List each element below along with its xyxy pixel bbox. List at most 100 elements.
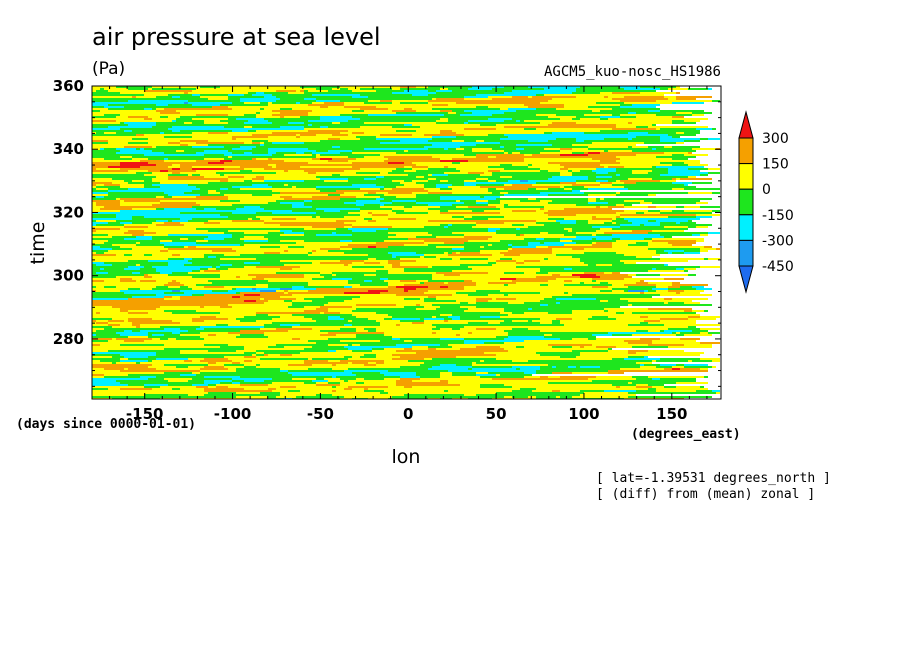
field-cell (492, 88, 544, 90)
field-cell (512, 360, 528, 362)
field-cell (436, 326, 464, 328)
field-cell (504, 194, 548, 196)
field-cell (240, 276, 256, 278)
field-cell (448, 120, 468, 122)
field-cell (324, 210, 340, 212)
field-cell (524, 262, 584, 264)
field-cell (268, 104, 308, 106)
field-cell (112, 318, 128, 320)
field-cell (424, 362, 472, 364)
field-cell (556, 114, 584, 116)
field-cell (380, 172, 388, 174)
field-cell (356, 382, 364, 384)
field-cell (192, 372, 200, 374)
field-cell (256, 216, 312, 218)
field-cell (164, 334, 180, 336)
field-cell (548, 194, 588, 196)
field-cell (332, 146, 340, 148)
field-cell (684, 344, 712, 346)
field-cell (616, 194, 648, 196)
field-cell (544, 334, 552, 336)
field-cell (688, 274, 696, 276)
field-cell (316, 150, 328, 152)
field-cell (508, 192, 540, 194)
field-cell (268, 240, 280, 242)
field-cell (576, 236, 664, 238)
field-cell (396, 112, 448, 114)
field-cell (468, 160, 524, 162)
field-cell (136, 280, 140, 282)
field-cell (208, 334, 216, 336)
field-cell (592, 142, 644, 144)
field-cell (600, 228, 612, 230)
field-cell (328, 302, 460, 304)
field-cell (448, 118, 488, 120)
field-cell (100, 344, 120, 346)
field-cell (516, 260, 524, 262)
field-cell (284, 292, 288, 294)
field-cell (200, 86, 220, 88)
field-cell (400, 102, 428, 104)
field-cell (496, 128, 524, 130)
field-cell (348, 348, 372, 350)
field-cell (704, 246, 712, 248)
field-cell (656, 360, 688, 362)
field-cell (496, 188, 504, 190)
field-cell (148, 332, 172, 334)
field-cell (180, 142, 196, 144)
field-cell (164, 372, 192, 374)
field-cell (92, 304, 228, 306)
field-cell (408, 238, 488, 240)
field-cell (672, 122, 696, 124)
field-cell (608, 166, 624, 168)
field-cell (188, 184, 252, 186)
field-cell (288, 372, 352, 374)
field-cell (560, 238, 592, 240)
field-cell (632, 170, 652, 172)
field-cell (92, 140, 108, 142)
field-cell (384, 378, 400, 380)
field-cell (684, 132, 700, 134)
field-cell (304, 310, 328, 312)
field-cell (492, 236, 576, 238)
field-cell (128, 188, 200, 190)
field-cell (476, 144, 516, 146)
field-cell (400, 140, 428, 142)
field-cell (296, 136, 300, 138)
field-cell (464, 154, 476, 156)
field-cell (224, 356, 244, 358)
field-cell (488, 218, 548, 220)
field-cell (272, 382, 304, 384)
field-cell (612, 228, 688, 230)
field-cell (616, 240, 652, 242)
field-cell (460, 258, 488, 260)
field-cell (108, 104, 156, 106)
field-cell (252, 94, 272, 96)
field-cell (116, 216, 132, 218)
field-cell (416, 308, 436, 310)
field-cell (92, 184, 96, 186)
field-cell (204, 158, 224, 160)
field-cell (536, 108, 556, 110)
field-cell (628, 188, 672, 190)
field-cell (624, 262, 636, 264)
field-cell (404, 150, 408, 152)
field-cell (240, 296, 280, 298)
field-cell (92, 266, 128, 268)
field-cell (588, 106, 620, 108)
field-cell (480, 376, 524, 378)
field-cell (540, 318, 556, 320)
field-cell (336, 190, 428, 192)
field-cell (180, 222, 204, 224)
field-cell (256, 284, 268, 286)
field-cell (92, 114, 104, 116)
field-cell (304, 228, 336, 230)
field-cell (456, 334, 460, 336)
field-cell (652, 360, 656, 362)
field-cell (244, 356, 256, 358)
field-cell (532, 164, 560, 166)
field-cell (616, 318, 660, 320)
field-cell (108, 192, 164, 194)
field-cell (648, 384, 664, 386)
field-cell (192, 288, 232, 290)
